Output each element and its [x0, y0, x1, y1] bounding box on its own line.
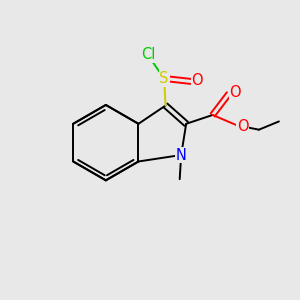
Text: O: O [191, 73, 203, 88]
Text: O: O [237, 119, 248, 134]
Text: Cl: Cl [141, 47, 155, 62]
Text: N: N [176, 148, 187, 163]
Text: O: O [230, 85, 241, 100]
Text: S: S [159, 71, 169, 86]
